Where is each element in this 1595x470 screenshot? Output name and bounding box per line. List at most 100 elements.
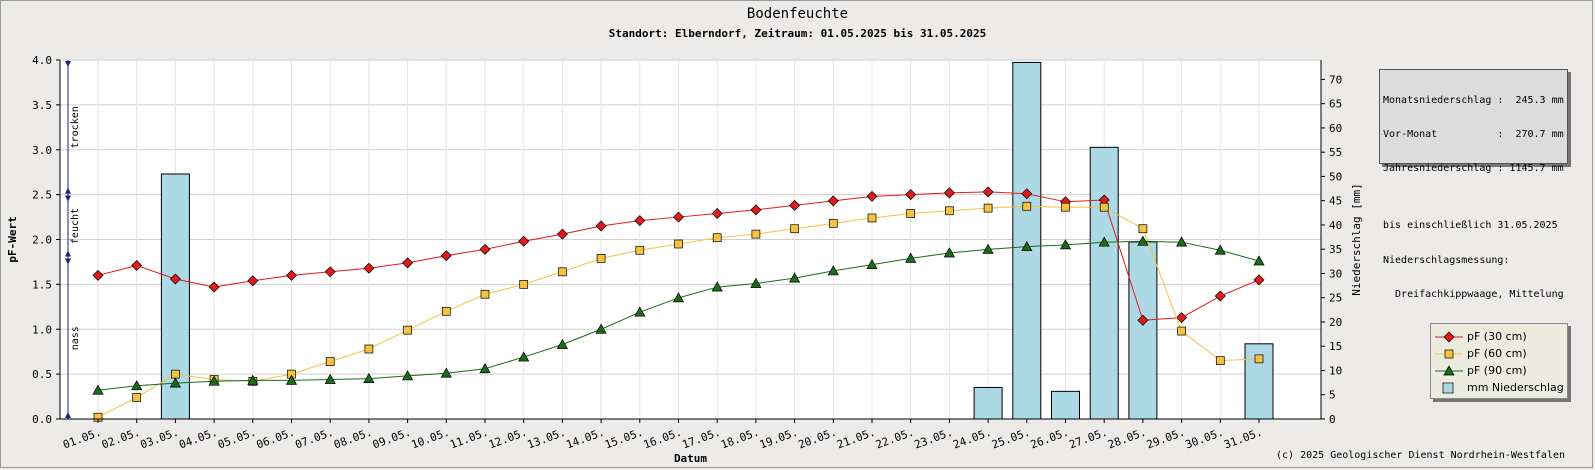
data-point bbox=[169, 273, 181, 285]
x-tick-label: 21.05. bbox=[835, 426, 877, 452]
y-axis-label: pF-Wert bbox=[6, 216, 19, 262]
x-tick-label: 17.05. bbox=[680, 426, 722, 452]
data-point bbox=[983, 203, 993, 213]
y2-tick-label: 25 bbox=[1329, 292, 1342, 305]
data-point bbox=[479, 363, 491, 374]
data-point bbox=[402, 370, 414, 381]
data-point bbox=[673, 211, 684, 223]
data-point bbox=[440, 367, 452, 378]
y2-tick-label: 35 bbox=[1329, 243, 1342, 256]
data-point bbox=[1021, 188, 1033, 200]
triangle-marker-icon bbox=[1435, 364, 1463, 375]
data-point bbox=[634, 306, 646, 317]
data-point bbox=[1099, 202, 1109, 212]
x-tick-label: 24.05. bbox=[951, 426, 993, 452]
x-tick-label: 05.05. bbox=[216, 426, 258, 452]
data-point bbox=[828, 218, 838, 228]
x-tick-label: 10.05. bbox=[410, 426, 452, 452]
y-tick-label: 2.5 bbox=[32, 189, 52, 202]
data-point bbox=[402, 257, 414, 269]
data-point bbox=[286, 269, 297, 281]
x-tick-label: 29.05. bbox=[1145, 426, 1187, 452]
data-point bbox=[1215, 356, 1225, 366]
y-tick-label: 0.5 bbox=[32, 368, 52, 381]
x-tick-label: 27.05. bbox=[1067, 426, 1109, 452]
data-point bbox=[441, 306, 451, 316]
data-point bbox=[1253, 255, 1265, 266]
precipitation-bar bbox=[1128, 241, 1158, 420]
zone-label: feucht bbox=[70, 208, 81, 244]
x-tick-label: 26.05. bbox=[1029, 426, 1071, 452]
info-line: Dreifachkippwaage, Mittelung bbox=[1383, 288, 1564, 300]
legend-label: pF (60 cm) bbox=[1467, 347, 1527, 360]
x-tick-label: 18.05. bbox=[719, 426, 761, 452]
x-tick-label: 12.05. bbox=[487, 426, 529, 452]
data-point bbox=[711, 207, 723, 219]
legend-item-pf60: pF (60 cm) bbox=[1431, 345, 1567, 362]
precipitation-info-box: Monatsniederschlag : 245.3 mm Vor-Monat … bbox=[1379, 69, 1568, 300]
x-tick-label: 15.05. bbox=[603, 426, 645, 452]
data-point bbox=[827, 265, 839, 276]
x-tick-label: 02.05. bbox=[100, 426, 142, 452]
diamond-marker-icon bbox=[1435, 331, 1463, 342]
data-point bbox=[324, 373, 336, 384]
data-point bbox=[1098, 236, 1110, 247]
info-line: bis einschließlich 31.05.2025 bbox=[1383, 220, 1558, 232]
data-point bbox=[1022, 201, 1032, 211]
data-point bbox=[595, 323, 607, 334]
y-tick-label: 3.0 bbox=[32, 144, 52, 157]
x-tick-label: 25.05. bbox=[990, 426, 1032, 452]
x-tick-label: 31.05. bbox=[1222, 426, 1264, 452]
data-point bbox=[1177, 326, 1186, 336]
x-tick-label: 04.05. bbox=[177, 426, 219, 452]
y2-tick-label: 0 bbox=[1329, 413, 1336, 426]
data-point bbox=[595, 220, 607, 232]
data-point bbox=[558, 267, 567, 277]
data-point bbox=[1253, 274, 1265, 286]
legend-item-precipitation: mm Niederschlag bbox=[1431, 379, 1567, 396]
y-tick-label: 1.0 bbox=[32, 323, 52, 336]
precipitation-bar bbox=[1051, 390, 1080, 420]
zone-label: trocken bbox=[70, 106, 81, 148]
y2-tick-label: 30 bbox=[1329, 267, 1342, 280]
y2-tick-label: 20 bbox=[1329, 316, 1342, 329]
x-tick-label: 06.05. bbox=[255, 426, 297, 452]
data-point bbox=[905, 252, 917, 263]
y2-tick-label: 50 bbox=[1329, 170, 1342, 183]
legend-label: pF (90 cm) bbox=[1467, 364, 1527, 377]
data-point bbox=[866, 258, 878, 269]
x-tick-label: 08.05. bbox=[332, 426, 374, 452]
data-point bbox=[208, 375, 220, 386]
data-point bbox=[518, 351, 530, 362]
data-point bbox=[131, 380, 143, 391]
data-point bbox=[827, 195, 839, 207]
x-tick-label: 07.05. bbox=[293, 426, 335, 452]
zone-arrow bbox=[65, 195, 71, 202]
info-line: Niederschlagsmessung: bbox=[1383, 254, 1510, 266]
y2-tick-label: 70 bbox=[1329, 73, 1342, 86]
data-point bbox=[943, 247, 955, 258]
data-point bbox=[1138, 224, 1148, 234]
y2-tick-label: 15 bbox=[1329, 340, 1342, 353]
data-point bbox=[1021, 240, 1033, 252]
legend-label: pF (30 cm) bbox=[1467, 330, 1527, 343]
legend-item-pf90: pF (90 cm) bbox=[1431, 362, 1567, 379]
bar-swatch-icon bbox=[1442, 382, 1454, 393]
y2-tick-label: 55 bbox=[1329, 146, 1342, 159]
x-axis-label: Datum bbox=[674, 452, 707, 465]
data-point bbox=[712, 233, 722, 243]
data-point bbox=[132, 393, 142, 402]
data-point bbox=[711, 281, 723, 292]
x-tick-label: 16.05. bbox=[642, 426, 684, 452]
square-marker-icon bbox=[1435, 349, 1463, 358]
precipitation-bar bbox=[1089, 146, 1119, 420]
info-line: Monatsniederschlag : 245.3 mm bbox=[1383, 94, 1564, 106]
x-tick-label: 11.05. bbox=[448, 426, 490, 452]
data-point bbox=[750, 204, 762, 216]
y-tick-label: 1.5 bbox=[32, 278, 52, 291]
data-point bbox=[596, 253, 606, 263]
data-point bbox=[285, 374, 298, 385]
data-point bbox=[634, 215, 646, 227]
zone-arrow bbox=[65, 250, 71, 257]
